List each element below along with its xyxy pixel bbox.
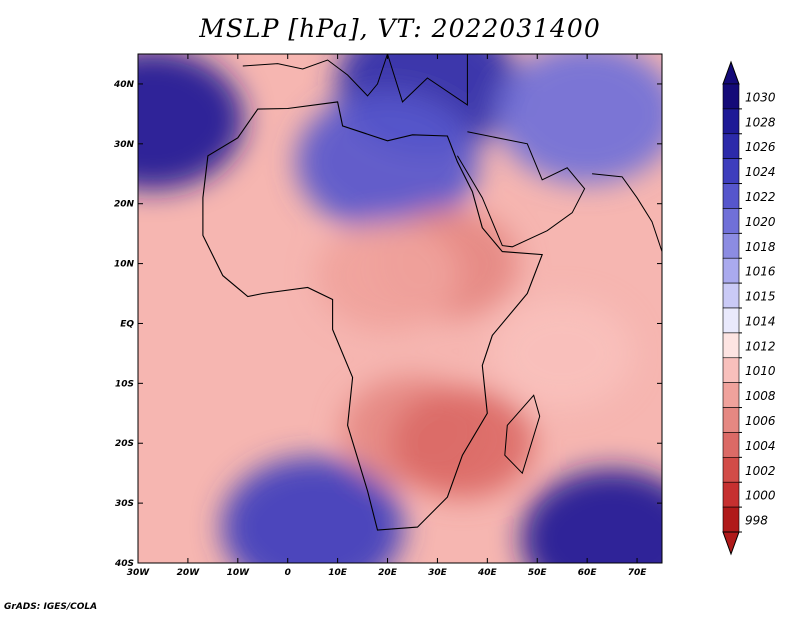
colorbar-swatch-1004 [722,432,740,458]
pressure-high-3 [221,457,404,563]
coastlines [202,54,662,531]
colorbar-swatch-1008 [722,382,740,408]
lat-tick-label-6: 20S [115,439,134,449]
colorbar-label-998: 998 [745,514,768,528]
colorbar-swatch-1000 [722,481,740,508]
lat-tick-label-4: EQ [120,319,134,329]
colorbar-swatch-1024 [722,158,740,184]
lon-tick-label-5: 20E [378,568,398,578]
colorbar-label-1012: 1012 [745,339,776,353]
lon-tick-label-10: 70E [628,568,648,578]
colorbar-top-arrow [722,60,740,85]
colorbar-bottom-arrow [722,531,740,556]
colorbar-label-1016: 1016 [745,265,776,279]
lat-tick-label-7: 30S [115,499,134,509]
lat-tick-label-8: 40S [114,559,134,569]
colorbar-swatch-1002 [722,457,740,483]
lon-tick-label-3: 0 [285,568,291,578]
map-title: MSLP [hPa], VT: 2022031400 [199,14,601,43]
lat-tick-label-2: 20N [114,200,135,210]
lon-tick-label-0: 30W [127,568,151,578]
arabia-coastline [456,131,586,248]
colorbar-swatch-1006 [722,407,740,433]
colorbar-label-1022: 1022 [745,190,776,204]
pressure-low-8 [390,388,534,499]
colorbar-label-1006: 1006 [745,414,776,428]
colorbar-swatch-1018 [722,233,740,259]
colorbar-label-1026: 1026 [745,140,776,154]
lon-tick-label-8: 50E [528,568,548,578]
colorbar-swatch-1014 [722,307,740,334]
colorbar-swatch-1030 [722,83,740,110]
colorbar-label-1015: 1015 [745,290,776,304]
europe-coastline [242,54,468,106]
colorbar-swatch-1028 [722,108,740,135]
axis-ticks: 30W 20W 10W 0 10E 20E 30E 40E 50E 60E 70E 40N 30N 20N… [113,54,662,578]
lat-tick-label-5: 10S [115,379,134,389]
pressure-high-2 [296,91,479,232]
colorbar-label-1030: 1030 [745,90,776,104]
colorbar-label-1014: 1014 [745,314,776,328]
colorbar-label-1010: 1010 [745,364,776,378]
india-coastline [592,173,662,252]
africa-coastline [202,101,543,531]
lon-tick-label-7: 40E [477,568,498,578]
colorbar-label-1018: 1018 [745,240,776,254]
pressure-low-10 [490,298,634,409]
lon-tick-label-1: 20W [177,568,201,578]
lat-tick-label-3: 10N [114,260,135,270]
colorbar-label-1002: 1002 [745,464,776,478]
pressure-high-5 [496,54,662,184]
lon-tick-label-2: 10W [227,568,251,578]
colorbar-label-1020: 1020 [745,215,776,229]
lon-tick-label-4: 10E [328,568,348,578]
colorbar-swatch-1020 [722,208,740,234]
pressure-field [138,54,662,563]
colorbar-swatch-998 [722,506,740,533]
colorbar-swatch-1026 [722,133,740,159]
map-frame [137,53,663,564]
madagascar-coastline [504,394,541,475]
grads-credit: GrADS: IGES/COLA [4,602,98,612]
pressure-blobs [138,54,662,563]
colorbar: 1030 1028 1026 1024 1022 1020 1018 1016 1015 1014… [722,60,776,556]
pressure-high-0 [138,54,244,190]
colorbar-label-1000: 1000 [745,489,776,503]
colorbar-swatch-1010 [722,357,740,383]
pressure-low-9 [316,220,460,331]
lat-tick-label-0: 40N [113,80,135,90]
colorbar-swatch-1016 [722,257,740,284]
lon-tick-label-6: 30E [428,568,448,578]
lon-tick-label-9: 60E [578,568,598,578]
colorbar-swatch-1012 [722,332,740,359]
colorbar-swatch-1015 [722,282,740,309]
colorbar-label-1008: 1008 [745,389,776,403]
colorbar-label-1028: 1028 [745,115,776,129]
colorbar-label-1024: 1024 [745,165,776,179]
colorbar-swatch-1022 [722,183,740,209]
colorbar-label-1004: 1004 [745,439,776,453]
pressure-high-4 [521,469,662,563]
lat-tick-label-1: 30N [114,140,135,150]
